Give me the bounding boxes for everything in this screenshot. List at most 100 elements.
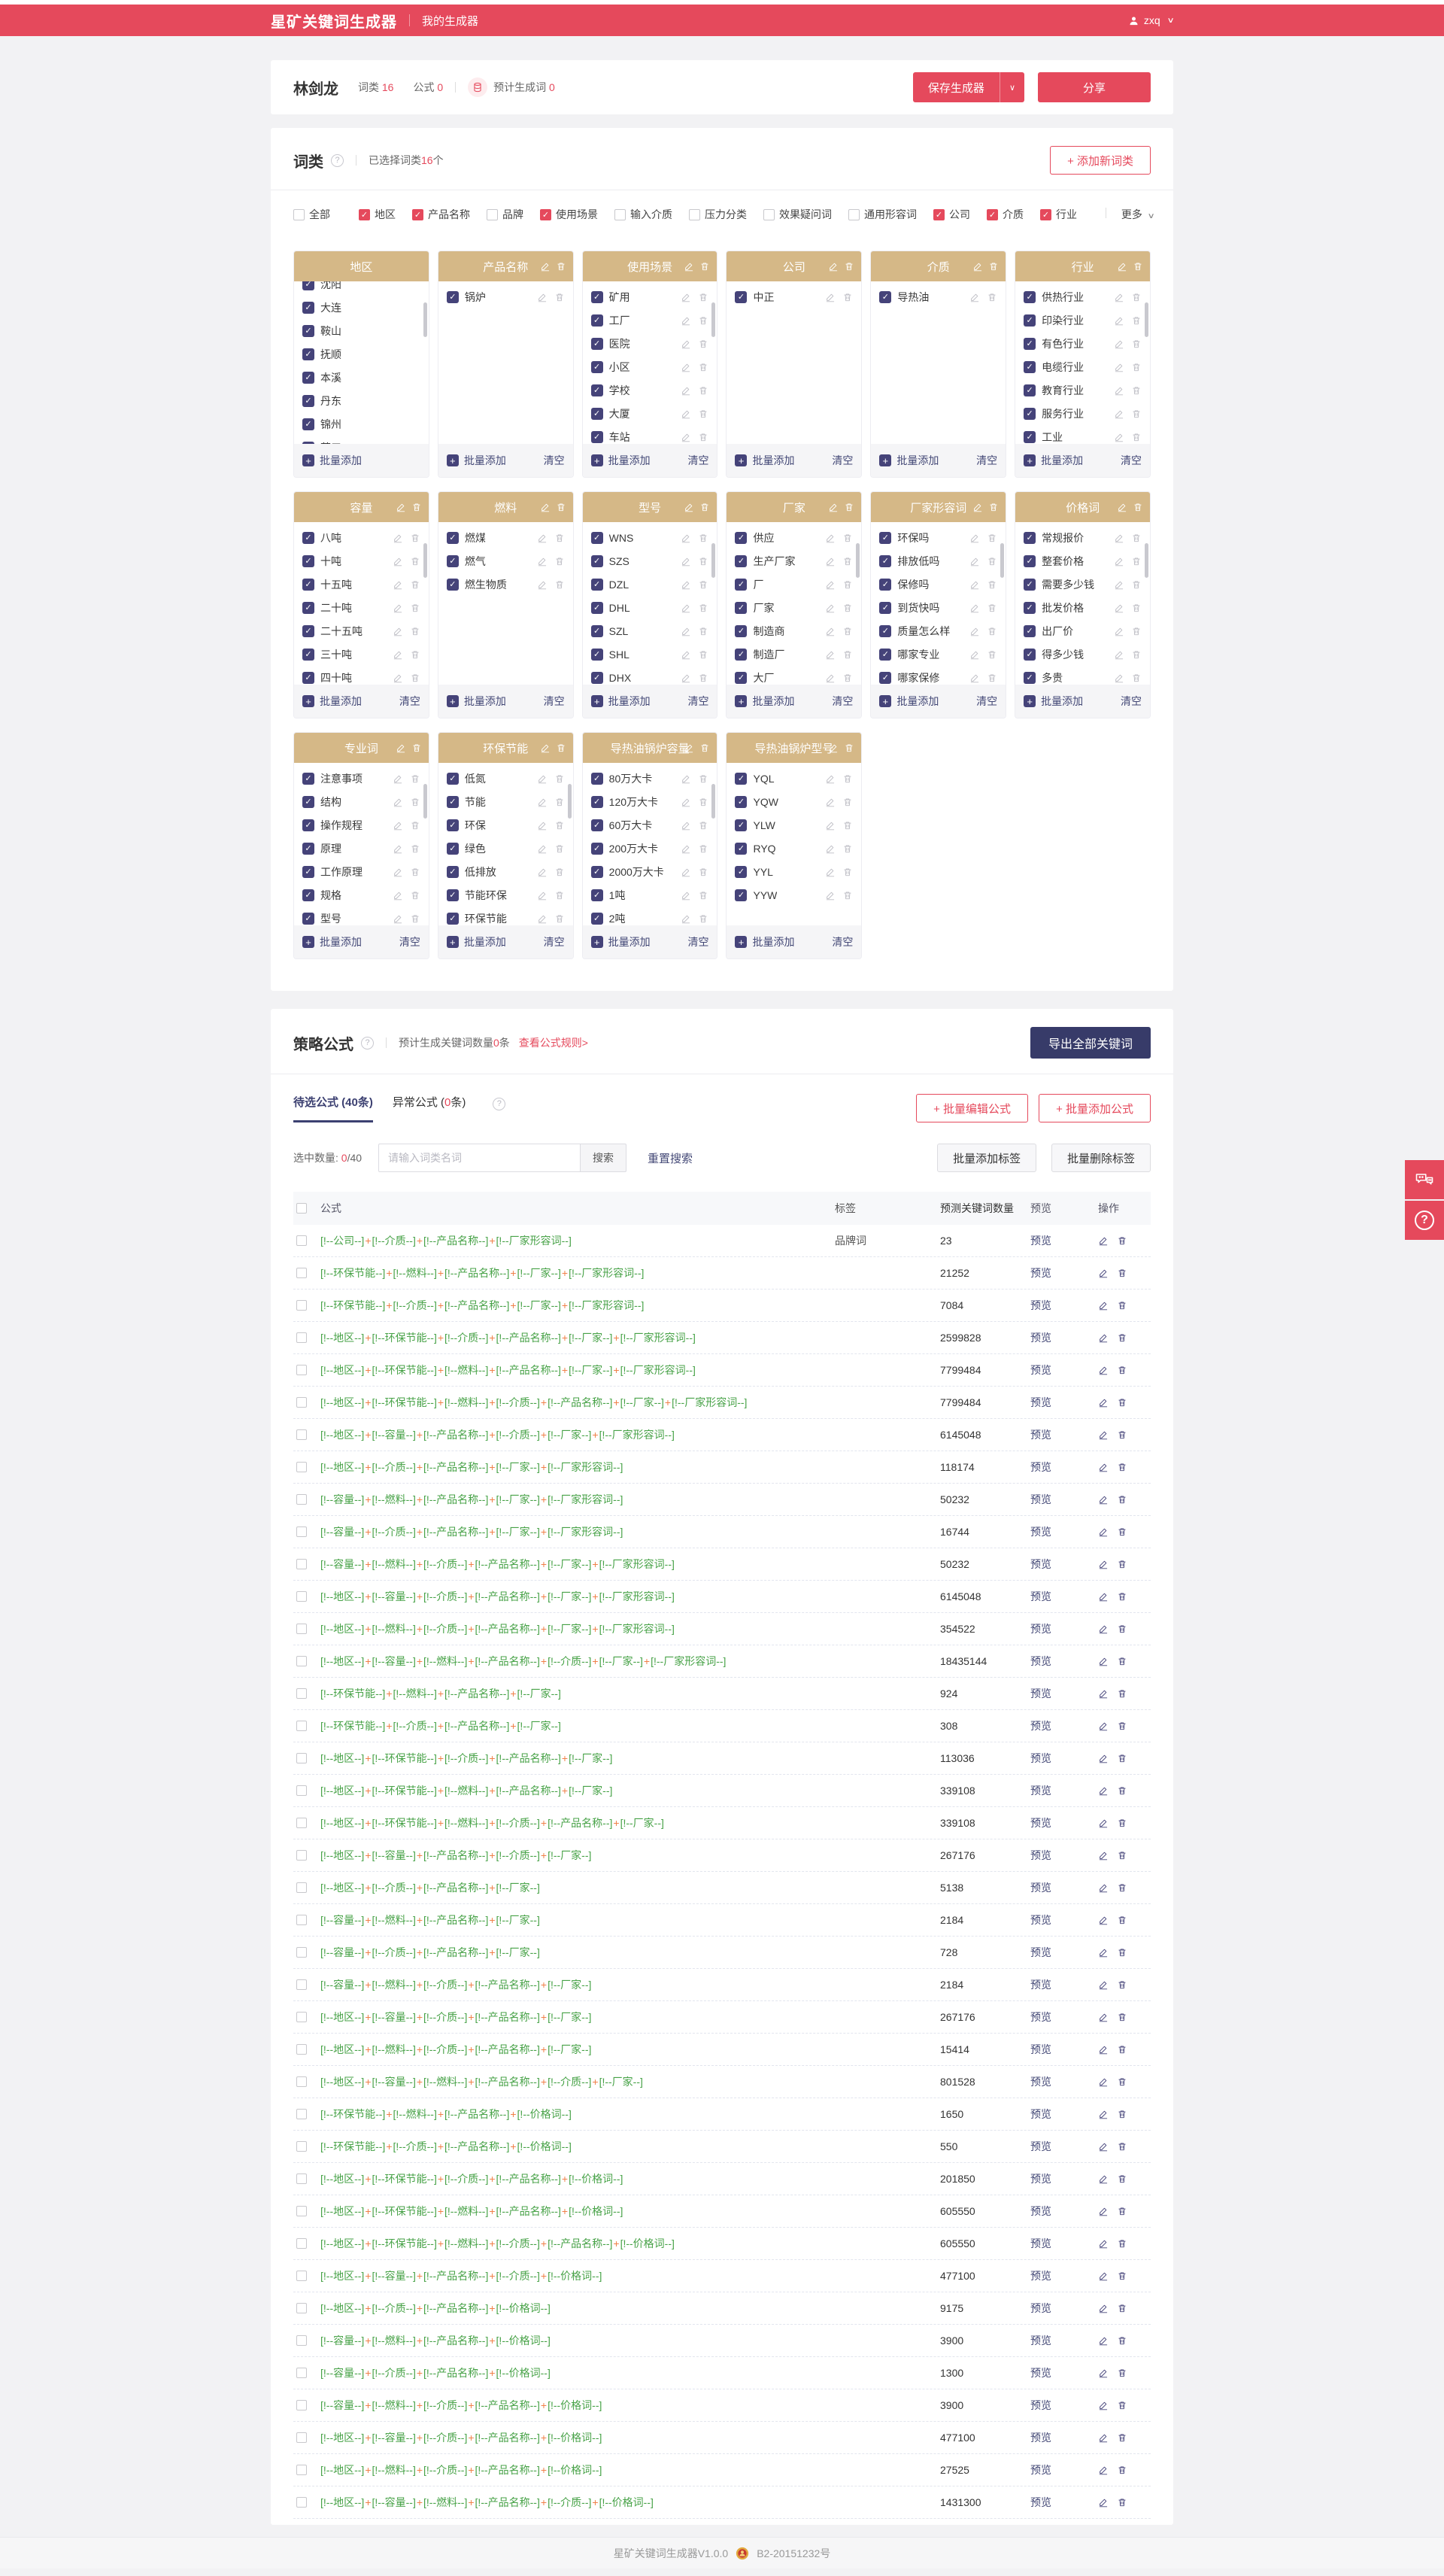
word-item-checkbox[interactable]: ✓ [879,554,892,567]
edit-word-icon[interactable] [537,867,548,877]
delete-formula-icon[interactable] [1117,1494,1127,1505]
preview-link[interactable]: 预览 [1030,1849,1051,1861]
add-new-category-button[interactable]: + 添加新词类 [1050,146,1151,175]
batch-delete-tag-button[interactable]: 批量删除标签 [1051,1144,1151,1172]
word-item-checkbox[interactable]: ✓ [735,578,748,591]
nav-item-my-generator[interactable]: 我的生成器 [422,14,479,28]
edit-word-icon[interactable] [825,292,836,302]
row-checkbox[interactable] [296,1268,307,1278]
word-item-checkbox[interactable]: ✓ [590,772,603,785]
word-item-checkbox[interactable]: ✓ [302,348,314,360]
batch-add-button[interactable]: + 批量添加 [879,694,939,709]
delete-formula-icon[interactable] [1117,2044,1127,2055]
word-item-checkbox[interactable]: ✓ [446,772,459,785]
edit-word-icon[interactable] [681,626,691,636]
word-item-checkbox[interactable]: ✓ [1024,384,1036,396]
clear-button[interactable]: 清空 [543,936,565,948]
preview-link[interactable]: 预览 [1030,2496,1051,2508]
delete-word-icon[interactable] [1131,339,1142,349]
word-item-checkbox[interactable]: ✓ [1024,314,1036,327]
edit-word-icon[interactable] [1114,315,1124,326]
word-item-checkbox[interactable]: ✓ [879,648,892,661]
word-item-checkbox[interactable]: ✓ [302,819,314,831]
delete-formula-icon[interactable] [1117,1785,1127,1796]
delete-word-icon[interactable] [554,843,565,854]
edit-formula-icon[interactable] [1098,1850,1109,1861]
delete-word-icon[interactable] [1131,673,1142,683]
edit-formula-icon[interactable] [1098,1979,1109,1990]
delete-word-icon[interactable] [1131,385,1142,396]
edit-word-icon[interactable] [969,579,980,590]
delete-word-icon[interactable] [554,913,565,924]
word-item-checkbox[interactable]: ✓ [302,554,314,567]
select-all-checkbox[interactable] [296,1203,307,1214]
edit-category-icon[interactable] [828,743,839,753]
row-checkbox[interactable] [296,2206,307,2216]
delete-word-icon[interactable] [698,797,708,807]
delete-word-icon[interactable] [1131,315,1142,326]
preview-link[interactable]: 预览 [1030,2302,1051,2314]
batch-add-button[interactable]: + 批量添加 [735,453,794,468]
row-checkbox[interactable] [296,2497,307,2508]
row-checkbox[interactable] [296,1785,307,1796]
delete-category-icon[interactable] [1133,261,1143,272]
delete-formula-icon[interactable] [1117,1656,1127,1666]
preview-link[interactable]: 预览 [1030,2011,1051,2023]
batch-add-button[interactable]: + 批量添加 [735,934,794,949]
word-item-checkbox[interactable]: ✓ [590,912,603,925]
word-item-checkbox[interactable]: ✓ [735,624,748,637]
filter-全部[interactable]: 全部 [293,207,330,222]
edit-formula-icon[interactable] [1098,1915,1109,1925]
filter-checkbox[interactable]: ✓ [1040,208,1051,220]
preview-link[interactable]: 预览 [1030,2043,1051,2055]
delete-word-icon[interactable] [410,797,420,807]
row-checkbox[interactable] [296,1818,307,1828]
delete-formula-icon[interactable] [1117,1882,1127,1893]
reset-search-link[interactable]: 重置搜索 [648,1152,693,1165]
edit-word-icon[interactable] [393,556,403,567]
edit-word-icon[interactable] [681,867,691,877]
customer-service-chat-button[interactable] [1405,1160,1444,1199]
word-item-checkbox[interactable]: ✓ [1024,554,1036,567]
word-item-checkbox[interactable]: ✓ [302,671,314,684]
delete-word-icon[interactable] [410,556,420,567]
delete-word-icon[interactable] [842,292,853,302]
preview-link[interactable]: 预览 [1030,1655,1051,1667]
word-item-checkbox[interactable]: ✓ [735,601,748,614]
delete-word-icon[interactable] [698,409,708,419]
edit-word-icon[interactable] [537,820,548,831]
word-item-checkbox[interactable]: ✓ [446,912,459,925]
preview-link[interactable]: 预览 [1030,2464,1051,2476]
delete-word-icon[interactable] [410,913,420,924]
delete-word-icon[interactable] [1131,432,1142,442]
edit-formula-icon[interactable] [1098,1397,1109,1408]
edit-word-icon[interactable] [1114,362,1124,372]
preview-link[interactable]: 预览 [1030,2270,1051,2282]
word-item-checkbox[interactable]: ✓ [446,554,459,567]
clear-button[interactable]: 清空 [399,936,420,948]
clear-button[interactable]: 清空 [832,936,854,948]
edit-formula-icon[interactable] [1098,1591,1109,1602]
word-item-checkbox[interactable]: ✓ [1024,531,1036,544]
more-filters-link[interactable]: 更多 ∨ [1094,207,1155,222]
delete-category-icon[interactable] [411,743,422,753]
delete-word-icon[interactable] [698,913,708,924]
delete-word-icon[interactable] [698,556,708,567]
delete-word-icon[interactable] [698,843,708,854]
edit-word-icon[interactable] [393,797,403,807]
edit-word-icon[interactable] [393,533,403,543]
edit-word-icon[interactable] [1114,556,1124,567]
edit-formula-icon[interactable] [1098,2141,1109,2152]
filter-checkbox[interactable] [763,208,775,220]
filter-效果疑问词[interactable]: 效果疑问词 [763,207,832,222]
scrollbar-thumb[interactable] [1144,302,1148,337]
search-input[interactable] [378,1144,581,1172]
row-checkbox[interactable] [296,1526,307,1537]
delete-formula-icon[interactable] [1117,1397,1127,1408]
search-button[interactable]: 搜索 [580,1144,627,1172]
edit-formula-icon[interactable] [1098,2497,1109,2508]
word-item-checkbox[interactable]: ✓ [735,671,748,684]
word-item-checkbox[interactable]: ✓ [590,889,603,901]
delete-category-icon[interactable] [844,261,854,272]
word-item-checkbox[interactable]: ✓ [1024,578,1036,591]
